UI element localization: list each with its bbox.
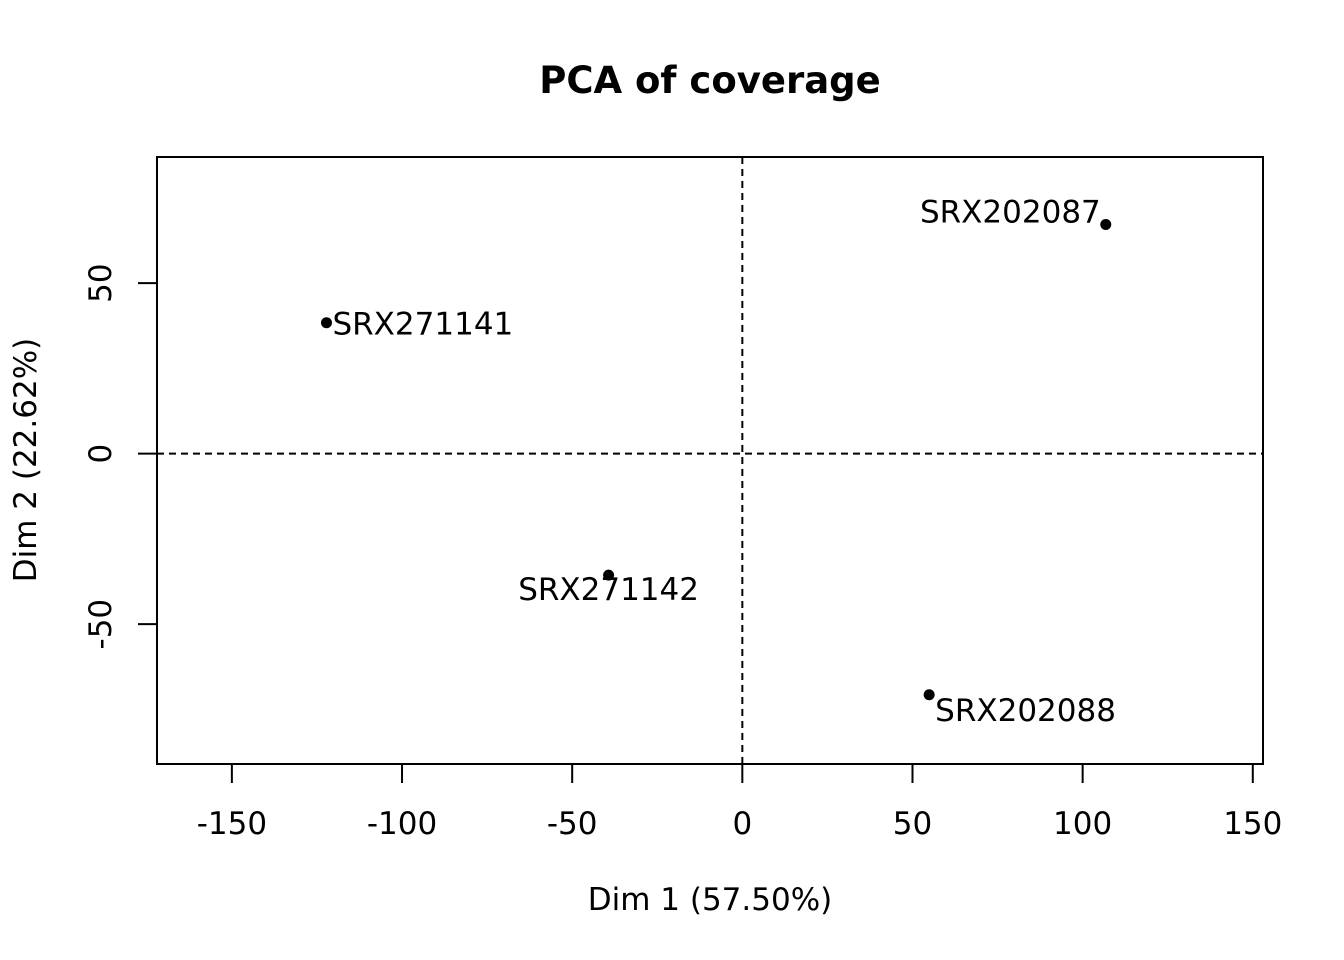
x-tick-label: 150 bbox=[1223, 806, 1282, 842]
y-axis-label: Dim 2 (22.62%) bbox=[8, 338, 44, 583]
point-label: SRX202088 bbox=[935, 693, 1116, 729]
y-tick-label: 0 bbox=[83, 444, 119, 464]
point-label: SRX271142 bbox=[518, 572, 699, 608]
y-tick-label: -50 bbox=[83, 599, 119, 650]
x-tick-label: -150 bbox=[197, 806, 267, 842]
points-layer: SRX202087 SRX271141 SRX271142 SRX202088 bbox=[320, 195, 1116, 729]
x-tick-label: 50 bbox=[893, 806, 932, 842]
point-label: SRX271141 bbox=[332, 307, 513, 343]
x-tick-label: 100 bbox=[1053, 806, 1112, 842]
plot-frame bbox=[156, 156, 1264, 765]
point-label: SRX202087 bbox=[920, 195, 1101, 231]
reference-lines bbox=[157, 157, 1263, 764]
x-tick-label: -50 bbox=[547, 806, 598, 842]
data-point bbox=[603, 569, 615, 581]
data-point bbox=[320, 317, 332, 329]
y-axis: -50 0 50 bbox=[83, 263, 158, 650]
chart-title: PCA of coverage bbox=[539, 59, 881, 102]
data-point bbox=[923, 689, 935, 701]
x-tick-label: 0 bbox=[732, 806, 752, 842]
y-tick-label: 50 bbox=[83, 263, 119, 302]
data-point bbox=[1100, 219, 1112, 231]
x-axis-label: Dim 1 (57.50%) bbox=[588, 882, 833, 918]
x-axis: -150 -100 -50 0 50 100 150 bbox=[197, 763, 1282, 842]
x-tick-label: -100 bbox=[367, 806, 437, 842]
